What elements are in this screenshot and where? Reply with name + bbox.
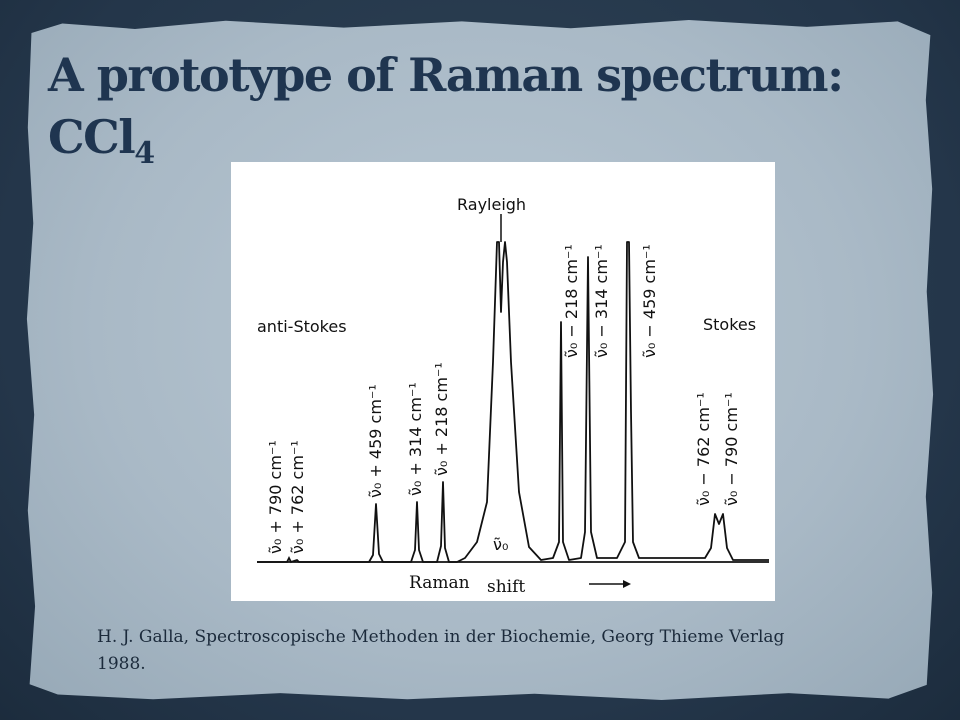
peak-label-anti-762: ν̃₀ + 762 cm⁻¹ (288, 440, 307, 554)
slide-title: A prototype of Raman spectrum: CCl4 (48, 44, 908, 185)
peak-label-anti-314: ν̃₀ + 314 cm⁻¹ (406, 382, 425, 496)
slide-title-text: A prototype of Raman spectrum: CCl (48, 48, 844, 164)
anti-stokes-label: anti-Stokes (257, 317, 347, 336)
peak-label-anti-218: ν̃₀ + 218 cm⁻¹ (432, 362, 451, 476)
citation-text: H. J. Galla, Spectroscopische Methoden i… (97, 627, 785, 674)
slide-title-subscript: 4 (134, 136, 156, 171)
raman-spectrum-figure: Rayleigh anti-Stokes Stokes ν̃₀ Raman sh… (231, 162, 775, 601)
peak-label-stokes-459: ν̃₀ − 459 cm⁻¹ (640, 244, 659, 358)
peak-label-stokes-218: ν̃₀ − 218 cm⁻¹ (562, 244, 581, 358)
spectrum-trace (257, 241, 769, 563)
peak-label-anti-459: ν̃₀ + 459 cm⁻¹ (366, 384, 385, 498)
nu0-label: ν̃₀ (493, 535, 508, 554)
rayleigh-label: Rayleigh (457, 195, 526, 214)
stokes-label: Stokes (703, 315, 756, 334)
shift-axis-word: shift (487, 577, 525, 597)
peak-label-stokes-790: ν̃₀ − 790 cm⁻¹ (722, 392, 741, 506)
peak-label-anti-790: ν̃₀ + 790 cm⁻¹ (266, 440, 285, 554)
peak-label-stokes-314: ν̃₀ − 314 cm⁻¹ (592, 244, 611, 358)
raman-spectrum-svg: Rayleigh anti-Stokes Stokes ν̃₀ Raman sh… (257, 195, 769, 597)
peak-label-stokes-762: ν̃₀ − 762 cm⁻¹ (694, 392, 713, 506)
raman-axis-word: Raman (409, 573, 470, 593)
right-arrow-icon (589, 580, 631, 588)
